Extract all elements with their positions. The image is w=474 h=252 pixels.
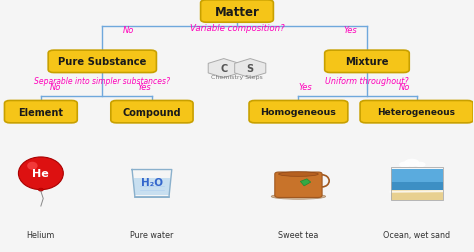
Circle shape <box>404 159 419 167</box>
Text: H₂O: H₂O <box>141 177 163 187</box>
FancyBboxPatch shape <box>134 178 170 196</box>
Polygon shape <box>208 59 239 78</box>
Text: Matter: Matter <box>215 6 259 18</box>
Circle shape <box>399 162 410 168</box>
Text: S: S <box>246 64 254 74</box>
Text: Chemistry Steps: Chemistry Steps <box>211 75 263 80</box>
Text: Helium: Helium <box>27 231 55 239</box>
Text: Compound: Compound <box>123 107 181 117</box>
Circle shape <box>415 162 426 168</box>
Text: No: No <box>399 83 410 92</box>
Text: Separable into simpler substances?: Separable into simpler substances? <box>34 76 170 85</box>
Text: Uniform throughout?: Uniform throughout? <box>325 76 409 85</box>
Ellipse shape <box>271 194 326 199</box>
Text: Homogeneous: Homogeneous <box>261 108 337 117</box>
FancyBboxPatch shape <box>249 101 348 123</box>
FancyBboxPatch shape <box>325 51 409 73</box>
Text: Yes: Yes <box>344 26 357 35</box>
Text: No: No <box>123 26 134 35</box>
FancyBboxPatch shape <box>391 169 443 184</box>
FancyBboxPatch shape <box>391 191 443 200</box>
Ellipse shape <box>38 188 43 192</box>
FancyBboxPatch shape <box>111 101 193 123</box>
FancyBboxPatch shape <box>391 182 443 192</box>
Text: Mixture: Mixture <box>345 57 389 67</box>
FancyBboxPatch shape <box>201 1 273 23</box>
Text: Element: Element <box>18 107 64 117</box>
Polygon shape <box>235 59 266 78</box>
Text: Sweet tea: Sweet tea <box>278 231 319 239</box>
Text: He: He <box>33 168 49 178</box>
FancyBboxPatch shape <box>360 101 473 123</box>
Text: Yes: Yes <box>138 83 152 92</box>
FancyBboxPatch shape <box>275 172 322 198</box>
Text: C: C <box>220 64 228 74</box>
Ellipse shape <box>279 172 318 177</box>
Text: Pure Substance: Pure Substance <box>58 57 146 67</box>
Ellipse shape <box>27 162 37 170</box>
Text: Yes: Yes <box>299 83 312 92</box>
FancyBboxPatch shape <box>48 51 156 73</box>
Polygon shape <box>301 179 311 186</box>
FancyBboxPatch shape <box>4 101 77 123</box>
Text: No: No <box>49 83 61 92</box>
Text: Ocean, wet sand: Ocean, wet sand <box>383 231 450 239</box>
Text: Heterogeneous: Heterogeneous <box>378 108 456 117</box>
Ellipse shape <box>18 157 64 190</box>
Text: Pure water: Pure water <box>130 231 173 239</box>
Text: Variable composition?: Variable composition? <box>190 24 284 33</box>
